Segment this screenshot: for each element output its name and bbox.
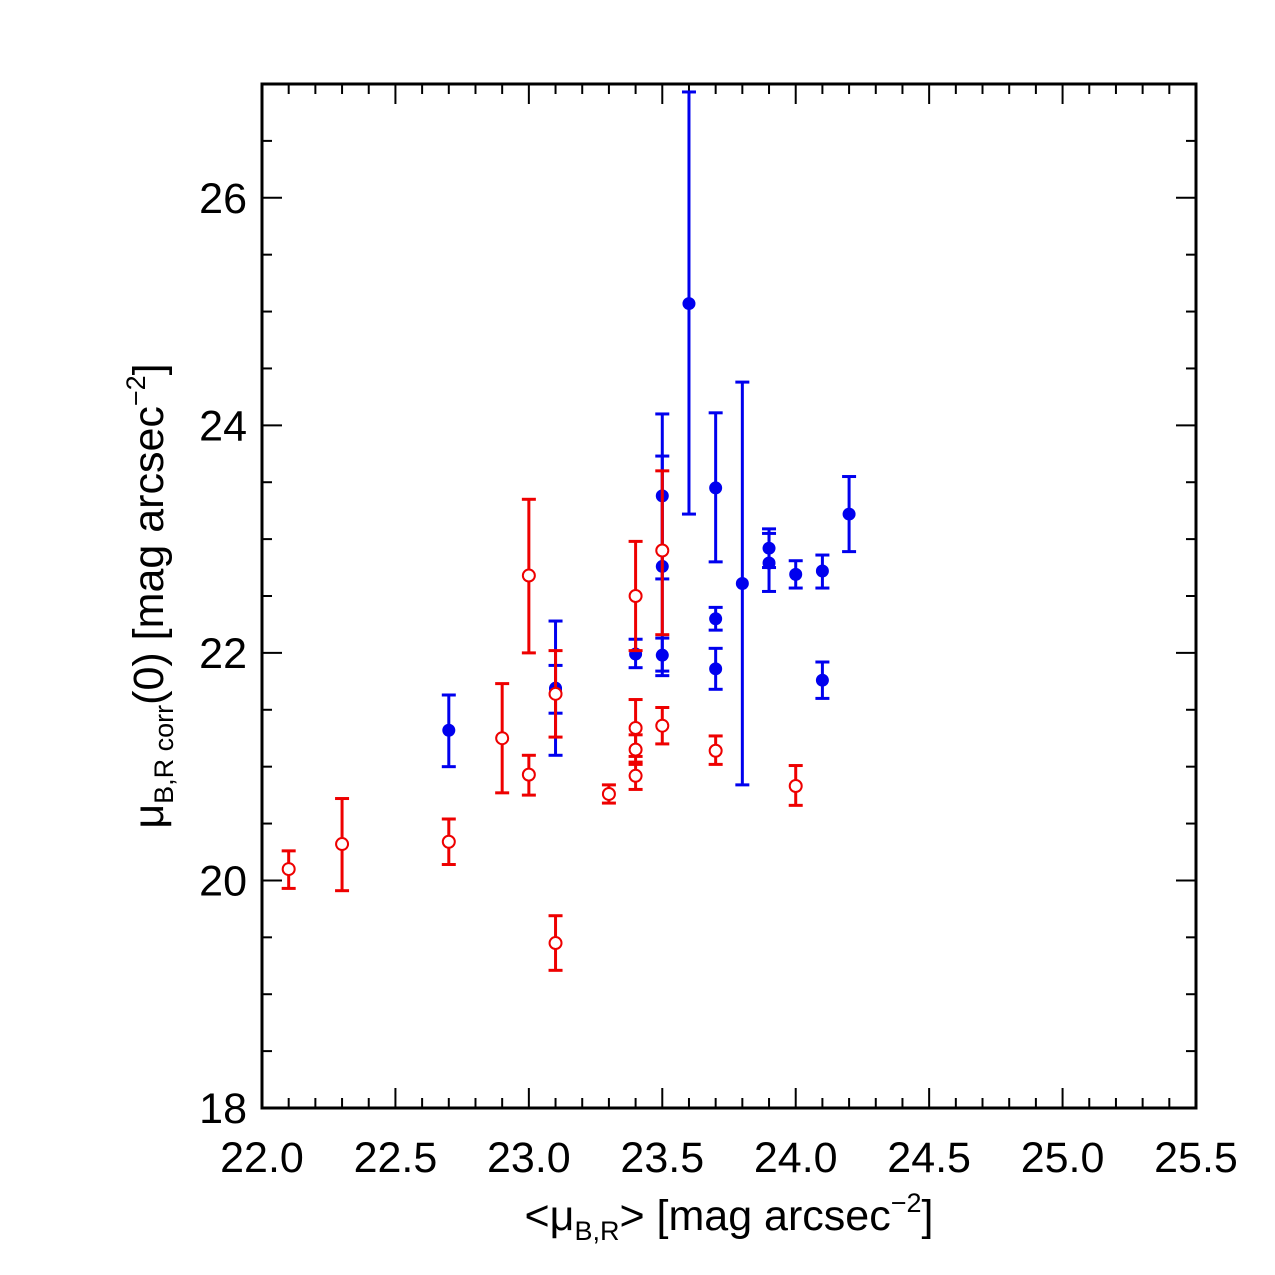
x-tick-label: 25.5 — [1154, 1134, 1238, 1182]
tick-labels: 22.0 22.5 23.0 23.5 24.0 24.5 25.0 25.5 18 20 22 24… — [199, 175, 1238, 1182]
data-point — [682, 297, 696, 311]
data-point — [762, 556, 776, 570]
data-point — [628, 589, 643, 603]
data-point — [788, 779, 803, 794]
data-point — [628, 720, 643, 735]
x-axis-label: <μB,R> [mag arcsec−2] — [525, 1188, 934, 1246]
plot-frame — [260, 82, 1198, 1110]
data-point — [495, 731, 510, 746]
x-tick-label: 24.0 — [754, 1134, 838, 1182]
y-tick-label: 18 — [199, 1085, 247, 1133]
x-tick-label: 25.0 — [1021, 1134, 1105, 1182]
data-point — [655, 543, 670, 558]
data-point — [548, 936, 563, 951]
series-1 — [441, 90, 857, 787]
x-tick-label: 22.0 — [220, 1134, 304, 1182]
data-point — [601, 786, 616, 801]
series-2 — [281, 469, 803, 972]
data-point — [548, 686, 563, 701]
y-axis-label: μB,R corr(0) [mag arcsec−2] — [121, 363, 179, 828]
data-point — [842, 507, 856, 521]
data-point — [709, 612, 723, 626]
data-point — [789, 567, 803, 581]
data-point — [628, 742, 643, 757]
data-point — [655, 718, 670, 733]
data-point — [709, 662, 723, 676]
data-point — [335, 837, 350, 852]
y-tick-label: 26 — [199, 175, 247, 223]
data-point — [815, 564, 829, 578]
data-point — [441, 834, 456, 849]
data-point — [708, 743, 723, 758]
data-series — [281, 90, 857, 972]
y-tick-label: 24 — [199, 402, 247, 450]
data-point — [815, 673, 829, 687]
data-point — [442, 723, 456, 737]
data-point — [655, 648, 669, 662]
y-tick-label: 20 — [199, 857, 247, 905]
x-tick-label: 22.5 — [354, 1134, 438, 1182]
data-point — [281, 862, 296, 877]
x-tick-label: 23.5 — [620, 1134, 704, 1182]
data-point — [628, 768, 643, 783]
x-tick-label: 24.5 — [887, 1134, 971, 1182]
y-tick-label: 22 — [199, 630, 247, 678]
data-point — [521, 767, 536, 782]
data-point — [709, 481, 723, 495]
data-point — [521, 568, 536, 583]
axis-ticks — [261, 83, 1197, 1109]
x-tick-label: 23.0 — [487, 1134, 571, 1182]
data-point — [735, 576, 749, 590]
